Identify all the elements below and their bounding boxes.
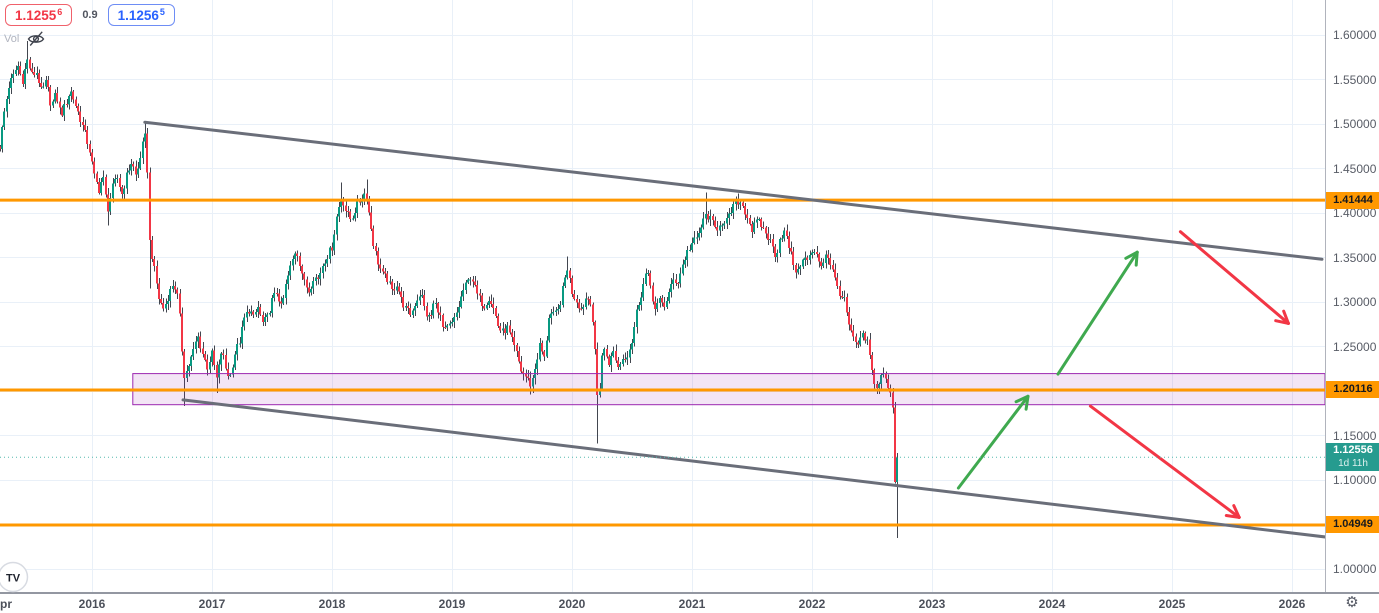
year-tick-label: 2017 bbox=[198, 597, 226, 611]
buy-button[interactable]: 1.1256 5 bbox=[107, 4, 175, 26]
candlestick-chart-canvas[interactable] bbox=[0, 0, 1325, 592]
price-tick-label: 1.35000 bbox=[1333, 250, 1377, 265]
price-tick-label: 1.55000 bbox=[1333, 72, 1377, 87]
buy-price-sup: 5 bbox=[159, 6, 165, 17]
year-tick-label: 2025 bbox=[1158, 597, 1186, 611]
quote-legend: 1.1255 6 0.9 1.1256 5 bbox=[5, 4, 175, 26]
year-tick-label: pr bbox=[0, 597, 12, 611]
price-tick-label: 1.15000 bbox=[1333, 428, 1377, 443]
sell-button[interactable]: 1.1255 6 bbox=[5, 4, 73, 26]
year-tick-label: 2021 bbox=[678, 597, 706, 611]
bullish-arrow bbox=[956, 394, 1030, 490]
settings-gear-icon[interactable]: ⚙ bbox=[1345, 594, 1359, 611]
year-tick-label: 2020 bbox=[558, 597, 586, 611]
forecast-arrows[interactable] bbox=[956, 230, 1290, 519]
price-tick-label: 1.40000 bbox=[1333, 206, 1377, 220]
bullish-arrow bbox=[1056, 250, 1139, 376]
year-tick-label: 2026 bbox=[1278, 597, 1306, 611]
year-tick-label: 2022 bbox=[798, 597, 826, 611]
bearish-arrow bbox=[1088, 404, 1241, 519]
year-tick-label: 2024 bbox=[1038, 597, 1066, 611]
orange-price-label: 1.20116 bbox=[1326, 381, 1379, 399]
spread-label: 0.9 bbox=[82, 9, 98, 21]
volume-label: Vol bbox=[4, 33, 20, 45]
year-tick-label: 2018 bbox=[318, 597, 346, 611]
price-tick-label: 1.30000 bbox=[1333, 295, 1377, 309]
price-tick-label: 1.50000 bbox=[1333, 117, 1377, 131]
time-axis[interactable]: pr 2016 2017 2018 2019 2020 2021 2022 2023 2024 20… bbox=[0, 592, 1379, 613]
year-tick-label: 2019 bbox=[438, 597, 466, 611]
candle-wicks bbox=[0, 41, 898, 538]
buy-price: 1.1256 bbox=[117, 7, 159, 23]
price-tick-label: 1.45000 bbox=[1333, 161, 1377, 176]
sell-price-sup: 6 bbox=[57, 6, 63, 17]
current-price-label: 1.12556 1d 11h bbox=[1326, 443, 1379, 472]
candle-bodies bbox=[0, 59, 898, 483]
price-tick-label: 1.00000 bbox=[1333, 562, 1377, 576]
orange-price-label: 1.41444 bbox=[1326, 191, 1379, 209]
price-tick-label: 1.60000 bbox=[1333, 28, 1377, 42]
year-tick-label: 2023 bbox=[918, 597, 946, 611]
orange-price-label: 1.04949 bbox=[1326, 516, 1379, 534]
year-tick-label: 2016 bbox=[78, 597, 106, 611]
eye-off-icon[interactable] bbox=[26, 29, 46, 49]
axis-corner: ⚙ bbox=[1325, 592, 1379, 613]
price-tick-label: 1.25000 bbox=[1333, 339, 1377, 354]
sell-price: 1.1255 bbox=[15, 7, 57, 23]
bearish-arrow bbox=[1178, 230, 1290, 325]
trendlines[interactable] bbox=[143, 120, 1325, 539]
svg-text:TV: TV bbox=[6, 573, 21, 585]
chart-pane[interactable]: 1.1255 6 0.9 1.1256 5 Vol bbox=[0, 0, 1325, 592]
price-axis[interactable]: 1.60000 1.55000 1.50000 1.45000 1.40000 1.350… bbox=[1325, 0, 1379, 592]
volume-indicator-legend: Vol bbox=[4, 29, 46, 49]
tradingview-logo[interactable]: TV bbox=[0, 561, 29, 593]
horizontal-price-lines[interactable] bbox=[0, 198, 1325, 527]
price-tick-label: 1.10000 bbox=[1333, 473, 1377, 487]
